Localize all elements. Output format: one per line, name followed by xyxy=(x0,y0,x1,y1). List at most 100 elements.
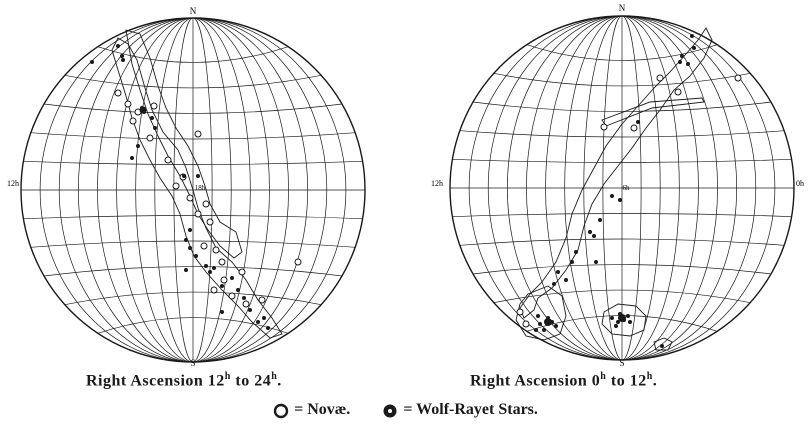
wolf-rayet-marker xyxy=(598,218,602,222)
parallel-line xyxy=(493,289,751,304)
nova-marker xyxy=(202,200,210,208)
milky-way-spur-outline xyxy=(601,97,705,127)
nova-marker xyxy=(129,117,137,125)
left-north-label: N xyxy=(190,6,197,16)
wolf-rayet-marker xyxy=(194,254,198,258)
nova-marker xyxy=(212,246,220,254)
left-edge-ra-label: 12h xyxy=(7,179,19,188)
wolf-rayet-marker xyxy=(184,238,188,242)
wolf-rayet-marker xyxy=(660,344,664,348)
nova-marker xyxy=(630,124,638,132)
wolf-rayet-marker xyxy=(212,266,216,270)
nova-marker xyxy=(124,100,132,108)
nova-marker xyxy=(238,268,246,276)
right-north-label: N xyxy=(619,3,626,13)
wolf-rayet-marker xyxy=(564,278,568,282)
left-hemisphere-map xyxy=(20,17,366,363)
nova-marker xyxy=(146,134,154,142)
parallel-line xyxy=(472,101,772,112)
left-center-ra-label: 18h xyxy=(195,184,206,192)
wolf-rayet-marker xyxy=(610,194,614,198)
wolf-rayet-marker xyxy=(188,228,192,232)
wolf-rayet-marker xyxy=(542,328,546,332)
wolf-rayet-marker xyxy=(150,116,154,120)
wolf-rayet-marker xyxy=(592,234,596,238)
nova-marker xyxy=(656,74,664,82)
legend: = Novæ. = Wolf-Rayet Stars. xyxy=(0,401,811,419)
nova-marker xyxy=(294,258,302,266)
wolf-rayet-marker xyxy=(628,320,632,324)
parallel-line xyxy=(472,264,772,275)
wolf-rayet-marker xyxy=(230,276,234,280)
parallel-line xyxy=(459,130,785,138)
parallel-line xyxy=(459,238,785,246)
parallel-line xyxy=(43,103,343,114)
nova-marker xyxy=(114,89,122,97)
wolf-rayet-marker xyxy=(544,318,552,326)
parallel-line xyxy=(30,132,356,140)
nova-symbol-icon xyxy=(273,403,289,418)
left-chart-caption: Right Ascension 12h to 24h. xyxy=(86,371,282,390)
nova-marker xyxy=(220,276,228,284)
wolf-rayet-marker xyxy=(554,324,558,328)
wolf-rayet-marker xyxy=(208,270,212,274)
wolf-rayet-marker xyxy=(182,174,186,178)
nova-marker xyxy=(150,102,158,110)
wolf-rayet-marker xyxy=(610,316,614,320)
wolf-rayet-marker xyxy=(570,260,574,264)
wolf-rayet-marker xyxy=(618,198,622,202)
nova-marker xyxy=(200,242,208,250)
nova-marker xyxy=(600,123,608,131)
wolf-rayet-marker xyxy=(690,34,694,38)
parallel-line xyxy=(526,44,718,61)
nova-marker xyxy=(674,88,682,96)
wolf-rayet-marker xyxy=(618,314,626,322)
parallel-line xyxy=(452,158,792,163)
nova-marker xyxy=(522,320,530,328)
wolf-rayet-marker xyxy=(556,270,560,274)
wolf-rayet-marker xyxy=(614,324,618,328)
parallel-line xyxy=(493,72,751,87)
parallel-line xyxy=(30,240,356,248)
parallel-line xyxy=(64,74,322,89)
right-south-label: S xyxy=(619,358,624,368)
wolf-rayet-marker xyxy=(153,126,157,130)
wolf-rayet-marker xyxy=(120,54,124,58)
nova-marker xyxy=(172,182,180,190)
wolf-rayet-marker xyxy=(262,316,266,320)
wolf-rayet-marker xyxy=(188,246,192,250)
nova-marker xyxy=(228,292,236,300)
nova-marker xyxy=(258,296,266,304)
wolf-rayet-marker xyxy=(574,250,578,254)
wolf-rayet-symbol-icon xyxy=(383,404,397,418)
wolf-rayet-marker xyxy=(220,310,224,314)
nova-marker xyxy=(242,300,250,308)
right-left-edge-ra-label: 12h xyxy=(431,179,443,188)
wolf-rayet-marker xyxy=(139,106,147,114)
cloud-outline xyxy=(653,337,673,351)
nova-marker xyxy=(194,130,202,138)
right-hemisphere-map xyxy=(449,15,795,361)
wolf-rayet-marker xyxy=(680,54,684,58)
nova-marker xyxy=(164,156,172,164)
nova-marker xyxy=(186,194,194,202)
parallel-line xyxy=(97,46,289,63)
wolf-rayet-marker xyxy=(220,284,224,288)
wolf-rayet-marker xyxy=(236,288,240,292)
milky-way-inner-outline xyxy=(125,29,243,259)
wolf-rayet-marker xyxy=(256,320,260,324)
parallel-line xyxy=(43,266,343,277)
parallel-line xyxy=(23,160,363,165)
magellanic-cloud-outline xyxy=(515,285,567,341)
nova-marker xyxy=(206,218,214,226)
wolf-rayet-marker xyxy=(686,62,690,66)
milky-way-outline xyxy=(111,37,283,339)
parallel-line xyxy=(452,213,792,218)
nova-marker xyxy=(218,258,226,266)
nova-marker xyxy=(734,74,742,82)
legend-wolf-rayet: = Wolf-Rayet Stars. xyxy=(382,401,538,419)
wolf-rayet-marker xyxy=(242,296,246,300)
right-right-edge-ra-label: 0h xyxy=(796,179,804,188)
wolf-rayet-marker xyxy=(90,60,94,64)
